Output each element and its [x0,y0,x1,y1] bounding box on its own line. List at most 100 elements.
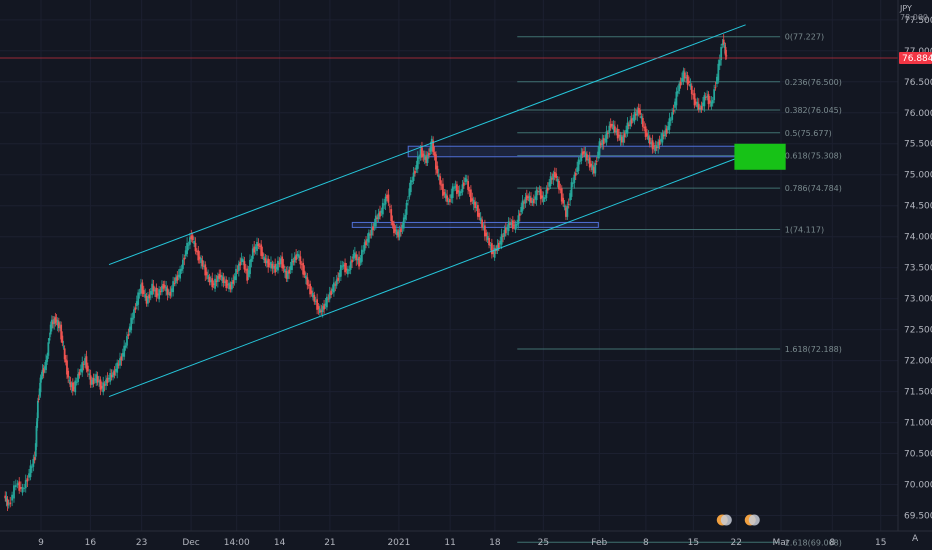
candle-body [453,187,456,189]
candle-body [553,171,556,178]
candle-body [321,306,324,312]
price-tick-label: 69.500 [904,512,932,522]
candle-body [479,217,482,221]
candle-body [202,266,205,268]
candle-body [405,202,408,215]
candle-body [120,356,123,361]
candle-body [395,229,398,236]
candle-body [191,235,194,241]
candle-body [497,242,500,248]
candle-body [644,126,647,137]
candle-body [423,154,426,160]
candle-body [148,294,151,299]
price-tick-label: 75.000 [904,171,932,181]
auto-scale-button[interactable]: A [912,534,919,544]
channel-upper-line[interactable] [108,24,746,266]
candle-body [323,304,326,310]
candle-body [320,310,323,312]
candle-body [78,372,81,376]
candle-body [386,194,388,199]
candle-body [456,184,458,194]
candle-body [549,176,552,186]
price-tick-label: 76.500 [904,78,932,88]
parallel-channel[interactable] [108,24,746,398]
candle-body [443,192,446,195]
candle-body [481,219,483,228]
candle-body [560,188,563,202]
event-icons[interactable] [716,514,760,526]
candle-body [28,473,30,478]
candle-body [128,326,131,333]
candle-body [254,247,257,249]
candle-body [310,290,313,294]
candle-body [208,276,211,283]
candle-body [251,248,254,259]
price-tick-label: 72.000 [904,357,932,367]
candle-body [149,291,152,295]
candle-body [720,47,723,61]
candle-body [651,140,654,150]
candle-body [590,163,593,167]
candle-body [486,236,489,240]
candle-body [581,151,584,155]
candle-body [46,355,49,362]
candle-body [284,269,286,273]
channel-lower-line[interactable] [108,154,746,398]
candle-body [21,487,24,493]
candle-body [314,301,317,302]
fibonacci-retracement[interactable]: 0(77.227) 0.236(76.500) 0.382(76.045) 0.5(7… [517,33,842,548]
candle-body [689,83,692,87]
support-zone-rect[interactable] [407,145,775,158]
candle-body [338,272,341,278]
candle-body [598,141,601,156]
candle-body [173,283,176,284]
candle-body [447,200,450,202]
candle-body [121,353,124,357]
candle-body [38,388,41,396]
candle-body [710,101,713,107]
candle-body [626,122,629,134]
candle-body [302,262,305,275]
candle-body [170,288,173,292]
candle-body [219,275,222,278]
candle-body [166,288,169,295]
candle-body [393,223,395,234]
candle-body [541,195,544,199]
time-tick-label: 14:00 [224,538,250,548]
target-box[interactable] [734,143,786,170]
candle-body [588,157,591,168]
candle-body [622,135,625,143]
candle-body [26,478,29,482]
target-rect[interactable] [734,143,786,170]
candle-body [127,334,130,336]
candle-body [282,264,285,269]
price-tick-label: 72.500 [904,326,932,336]
candle-body [138,293,141,295]
candle-body [709,100,711,103]
candle-body [256,241,258,251]
candle-body [506,227,509,230]
candle-body [407,200,409,202]
candle-body [567,204,570,205]
candle-body [316,299,319,310]
candle-body [187,244,190,246]
price-axis[interactable]: 69.500 70.000 70.500 71.000 71.500 72.000 72.5… [897,0,932,544]
time-axis[interactable]: 9 16 23 Dec 14:00 14 21 2021 11 18 25 Feb 8 15 22 Mar 8 1… [0,530,932,548]
candle-body [222,277,225,284]
support-zone-rect[interactable] [351,221,599,228]
candle-body [98,381,100,383]
candle-body [344,262,346,273]
fib-level-label: 0.236(76.500) [785,78,842,87]
candle-body [616,128,619,139]
candle-body [681,78,683,82]
candle-body [126,336,128,346]
currency-code: JPY [900,4,912,13]
candle-body [140,284,142,294]
candle-body [57,322,60,329]
candle-body [587,159,590,161]
candle-body [569,193,572,201]
candle-body [317,306,320,310]
candle-body [566,205,569,217]
candle-body [223,281,226,284]
